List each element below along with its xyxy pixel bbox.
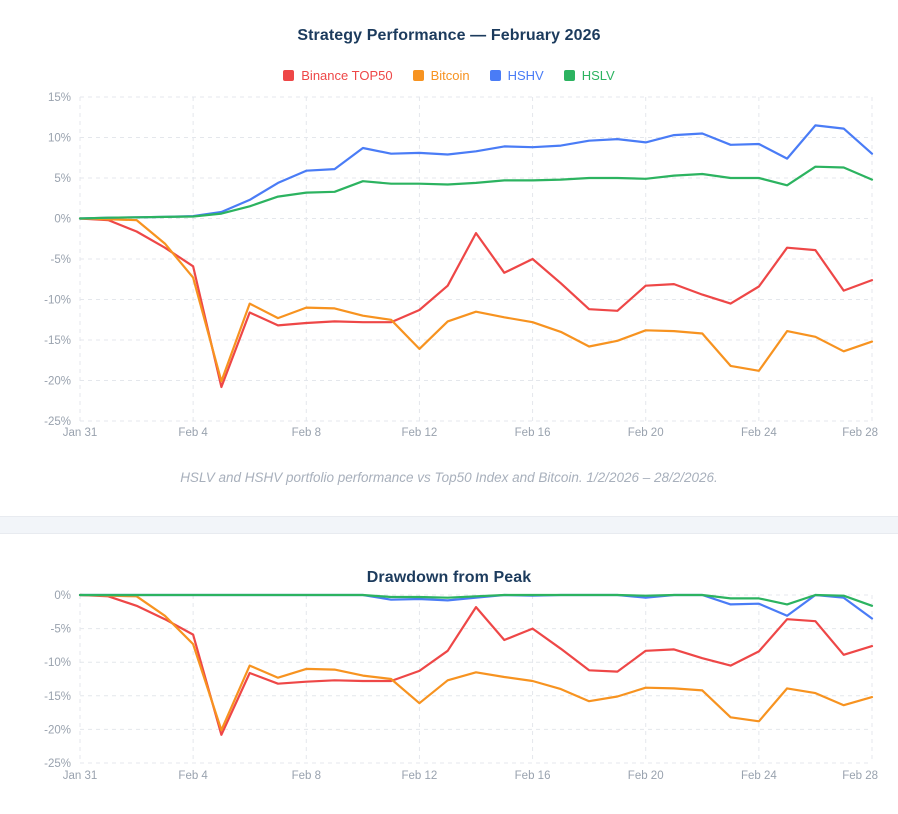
x-axis-tick-label: Feb 28 xyxy=(842,427,878,439)
legend-item-hshv[interactable]: HSHV xyxy=(489,68,544,83)
series-line-bitcoin[interactable] xyxy=(78,217,874,383)
series-line-hslv[interactable] xyxy=(78,165,874,220)
y-axis-tick-label: -20% xyxy=(44,724,71,736)
x-axis-tick-label: Feb 4 xyxy=(178,770,208,782)
legend-label: HSHV xyxy=(507,68,544,83)
x-axis-tick-label: Feb 12 xyxy=(402,427,438,439)
legend-swatch-icon xyxy=(489,70,501,81)
y-axis-tick-label: -10% xyxy=(44,657,71,669)
legend-swatch-icon xyxy=(412,70,424,81)
series-line-hslv[interactable] xyxy=(78,593,874,607)
y-axis-tick-label: -15% xyxy=(44,335,71,347)
y-axis-tick-label: -5% xyxy=(51,254,71,266)
axis-tick-labels: 0% -5% -10% -15% -20% -25%Jan 31 Feb 4 Feb 8 Feb… xyxy=(44,590,878,782)
y-axis-tick-label: 0% xyxy=(54,214,71,226)
legend-item-binance-top50[interactable]: Binance TOP50 xyxy=(283,68,393,83)
y-axis-tick-label: -5% xyxy=(51,624,71,636)
grid-lines xyxy=(79,594,873,764)
x-axis-tick-label: Feb 12 xyxy=(402,770,438,782)
y-axis-tick-label: -10% xyxy=(44,295,71,307)
performance-chart[interactable]: 15% 10% 5% 0% -5% -10% -15% -20% -25%Jan 31 Feb 4… xyxy=(0,85,898,450)
legend-swatch-icon xyxy=(283,70,295,81)
y-axis-tick-label: -20% xyxy=(44,376,71,388)
y-axis-tick-label: 15% xyxy=(48,92,71,104)
x-axis-tick-label: Feb 8 xyxy=(292,427,321,439)
legend-item-hslv[interactable]: HSLV xyxy=(563,68,615,83)
performance-chart-title: Strategy Performance — February 2026 xyxy=(297,26,601,44)
x-axis-tick-label: Feb 20 xyxy=(628,770,664,782)
y-axis-tick-label: 5% xyxy=(54,173,71,185)
drawdown-chart-title: Drawdown from Peak xyxy=(366,569,532,587)
x-axis-tick-label: Jan 31 xyxy=(63,770,98,782)
chart-legend: Binance TOP50 Bitcoin HSHV HSLV xyxy=(0,68,898,83)
y-axis-tick-label: -15% xyxy=(44,691,71,703)
x-axis-tick-label: Jan 31 xyxy=(63,427,98,439)
chart-caption: HSLV and HSHV portfolio performance vs T… xyxy=(180,470,718,485)
y-axis-tick-label: -25% xyxy=(44,416,71,428)
x-axis-tick-label: Feb 4 xyxy=(178,427,208,439)
legend-label: Bitcoin xyxy=(430,68,470,83)
x-axis-tick-label: Feb 24 xyxy=(741,427,777,439)
x-axis-tick-label: Feb 28 xyxy=(842,770,878,782)
section-divider xyxy=(0,516,898,534)
y-axis-tick-label: 10% xyxy=(48,133,71,145)
grid-lines xyxy=(79,96,873,422)
x-axis-tick-label: Feb 20 xyxy=(628,427,664,439)
x-axis-tick-label: Feb 24 xyxy=(741,770,777,782)
series-line-bitcoin[interactable] xyxy=(78,593,874,732)
x-axis-tick-label: Feb 16 xyxy=(515,770,551,782)
legend-item-bitcoin[interactable]: Bitcoin xyxy=(412,68,470,83)
y-axis-tick-label: -25% xyxy=(44,758,71,770)
legend-swatch-icon xyxy=(563,70,575,81)
y-axis-tick-label: 0% xyxy=(54,590,71,602)
series-line-hshv[interactable] xyxy=(78,124,874,220)
legend-label: Binance TOP50 xyxy=(301,68,393,83)
x-axis-tick-label: Feb 8 xyxy=(292,770,321,782)
series-line-binance-top50[interactable] xyxy=(78,217,874,389)
x-axis-tick-label: Feb 16 xyxy=(515,427,551,439)
legend-label: HSLV xyxy=(581,68,615,83)
drawdown-chart[interactable]: 0% -5% -10% -15% -20% -25%Jan 31 Feb 4 Feb 8 Feb… xyxy=(0,580,898,800)
axis-tick-labels: 15% 10% 5% 0% -5% -10% -15% -20% -25%Jan 31 Feb 4… xyxy=(44,92,878,439)
